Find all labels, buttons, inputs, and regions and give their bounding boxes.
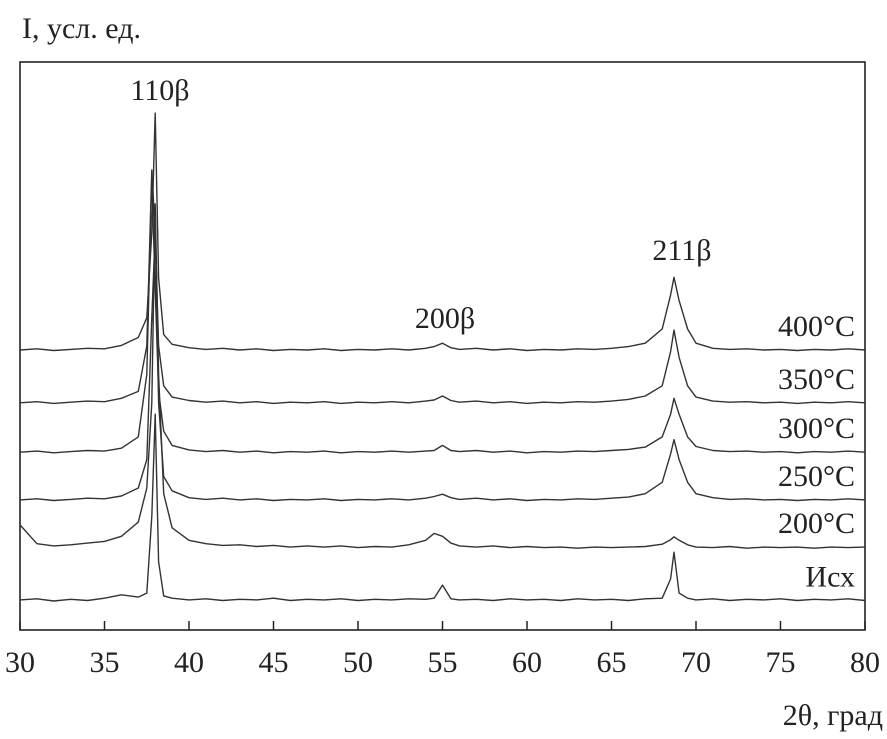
legend-label: 200°C [778,507,855,540]
trace [19,413,866,602]
peak-annotation: 211β [652,234,711,267]
legend-label: Исх [805,560,855,593]
x-tick-label: 80 [850,646,880,679]
x-tick-label: 70 [681,646,711,679]
trace [19,231,866,502]
trace [19,174,866,454]
legend-label: 400°C [778,310,855,343]
legend-label: 300°C [778,412,855,445]
x-tick-label: 60 [512,646,542,679]
peak-annotation: 200β [415,302,475,335]
x-tick-label: 45 [259,646,289,679]
x-tick-label: 40 [174,646,204,679]
trace [19,169,866,405]
x-tick-label: 75 [766,646,796,679]
x-axis-label: 2θ, град [783,699,883,732]
y-axis-label: I, усл. ед. [22,12,141,45]
x-tick-label: 35 [90,646,120,679]
legend-label: 350°C [778,363,855,396]
legend-label: 250°C [778,460,855,493]
x-tick-label: 50 [343,646,373,679]
trace [19,112,866,352]
peak-annotation: 110β [130,74,189,107]
x-tick-label: 55 [428,646,458,679]
x-tick-label: 30 [5,646,35,679]
x-tick-label: 65 [597,646,627,679]
